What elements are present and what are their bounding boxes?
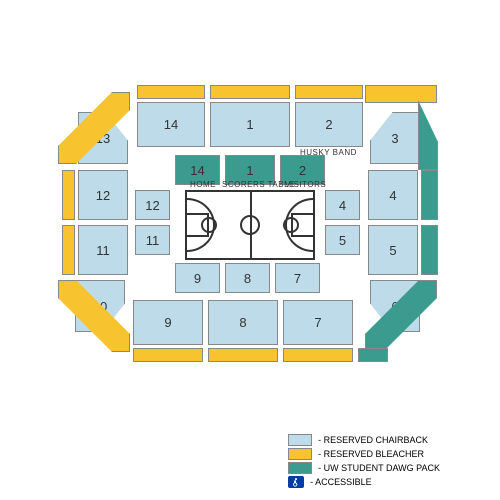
section-outer-7[interactable]: 7 — [283, 300, 353, 345]
label-visitors: VISITORS — [285, 180, 326, 189]
section-bleacher[interactable] — [133, 348, 203, 362]
legend-label: - UW STUDENT DAWG PACK — [318, 463, 440, 473]
legend-row: - ACCESSIBLE — [288, 476, 440, 488]
section-dawg-side[interactable] — [421, 170, 438, 220]
section-dawg-side[interactable] — [421, 225, 438, 275]
legend-row: - UW STUDENT DAWG PACK — [288, 462, 440, 474]
section-inner-8[interactable]: 8 — [225, 263, 270, 293]
section-outer-8[interactable]: 8 — [208, 300, 278, 345]
section-bleacher[interactable] — [295, 85, 363, 99]
label-home: HOME — [190, 180, 216, 189]
legend-row: - RESERVED BLEACHER — [288, 448, 440, 460]
section-inner-11[interactable]: 11 — [135, 225, 170, 255]
section-bleacher-corner[interactable] — [365, 85, 437, 103]
section-outer-9[interactable]: 9 — [133, 300, 203, 345]
section-dawg-corner[interactable] — [418, 100, 438, 170]
section-outer-corner-3[interactable]: 3 — [370, 112, 420, 164]
section-bleacher[interactable] — [62, 170, 75, 220]
section-inner-4[interactable]: 4 — [325, 190, 360, 220]
section-dawg-bottom[interactable] — [358, 348, 388, 362]
legend-label: - RESERVED CHAIRBACK — [318, 435, 428, 445]
section-inner-5[interactable]: 5 — [325, 225, 360, 255]
section-inner-9[interactable]: 9 — [175, 263, 220, 293]
legend: - RESERVED CHAIRBACK - RESERVED BLEACHER -… — [288, 434, 440, 490]
section-outer-2[interactable]: 2 — [295, 102, 363, 147]
accessible-icon — [288, 476, 304, 488]
arena-seating-chart: 12144578911121214457891112361013HUSKY BA… — [20, 20, 480, 420]
legend-swatch — [288, 434, 312, 446]
section-outer-14[interactable]: 14 — [137, 102, 205, 147]
legend-swatch — [288, 462, 312, 474]
section-bleacher[interactable] — [283, 348, 353, 362]
legend-label: - RESERVED BLEACHER — [318, 449, 424, 459]
section-outer-5[interactable]: 5 — [368, 225, 418, 275]
label-husky-band: HUSKY BAND — [300, 148, 357, 157]
label-scorers-table: SCORERS TABLE — [222, 180, 295, 189]
section-outer-1[interactable]: 1 — [210, 102, 290, 147]
section-inner-12[interactable]: 12 — [135, 190, 170, 220]
basketball-court — [185, 190, 315, 260]
legend-label: - ACCESSIBLE — [310, 477, 372, 487]
section-inner-7[interactable]: 7 — [275, 263, 320, 293]
section-bleacher[interactable] — [137, 85, 205, 99]
section-outer-12[interactable]: 12 — [78, 170, 128, 220]
section-outer-4[interactable]: 4 — [368, 170, 418, 220]
legend-swatch — [288, 448, 312, 460]
section-outer-11[interactable]: 11 — [78, 225, 128, 275]
section-bleacher[interactable] — [208, 348, 278, 362]
section-bleacher[interactable] — [62, 225, 75, 275]
legend-row: - RESERVED CHAIRBACK — [288, 434, 440, 446]
section-bleacher[interactable] — [210, 85, 290, 99]
